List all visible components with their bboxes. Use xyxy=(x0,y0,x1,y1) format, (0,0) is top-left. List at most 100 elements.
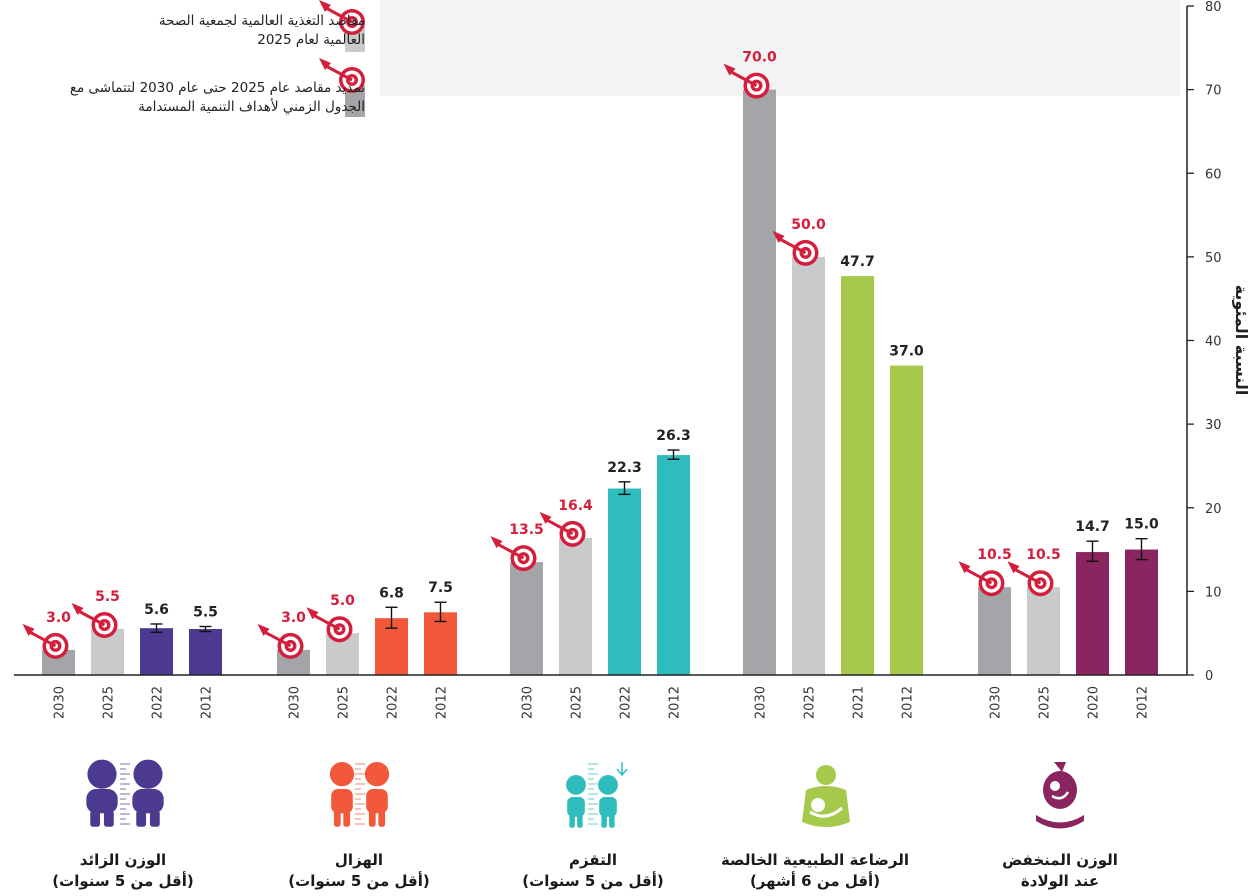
bar-value-label: 47.7 xyxy=(840,254,875,270)
overweight-children-icon xyxy=(86,759,164,827)
year-tick-label: 2025 xyxy=(102,686,117,719)
bar-target2025 xyxy=(559,537,592,675)
y-tick-label: 40 xyxy=(1205,335,1222,350)
year-tick-label: 2030 xyxy=(288,686,303,719)
bar-group-2: 2030 13.5 2025 16.4 2022 22.3 2012 26.3 xyxy=(490,428,691,719)
year-tick-label: 2025 xyxy=(803,686,818,719)
category-label-line1: الوزن المنخفض xyxy=(1002,851,1118,869)
legend-who-2025-label: مقاصد التغذية العالمية لجمعية الصحة العا… xyxy=(158,13,365,48)
year-tick-label: 2020 xyxy=(1087,686,1102,719)
target-value-label: 13.5 xyxy=(509,522,544,538)
target-value-label: 50.0 xyxy=(791,217,826,233)
bar-value-label: 7.5 xyxy=(428,580,453,596)
year-tick-label: 2022 xyxy=(619,686,634,719)
year-tick-label: 2030 xyxy=(521,686,536,719)
error-bar xyxy=(1086,540,1099,562)
bar-actual xyxy=(841,276,874,675)
error-bar xyxy=(199,625,212,633)
category-label-line1: التقزم xyxy=(568,851,618,869)
y-tick-label: 50 xyxy=(1205,251,1222,266)
year-tick-label: 2030 xyxy=(754,686,769,719)
category-label-line2: عند الولادة xyxy=(1020,872,1100,890)
bar-target2030 xyxy=(743,89,776,675)
year-tick-label: 2012 xyxy=(200,686,215,719)
bar-actual xyxy=(608,488,641,675)
wasting-children-icon xyxy=(329,762,390,827)
error-bar xyxy=(618,481,631,496)
target-icon xyxy=(958,561,1005,597)
bar-value-label: 15.0 xyxy=(1124,517,1159,533)
stunting-children-icon xyxy=(566,762,628,828)
bar-value-label: 5.6 xyxy=(144,602,169,618)
category-label-overweight: الوزن الزائد (أقل من 5 سنوات) xyxy=(18,850,228,892)
bar-value-label: 14.7 xyxy=(1075,519,1110,535)
y-tick-label: 10 xyxy=(1205,585,1222,600)
bar-target2030 xyxy=(510,562,543,675)
bar-group-3: 2030 70.0 2025 50.0 2021 47.7 2012 37.0 xyxy=(723,50,924,719)
target-icon xyxy=(772,230,819,266)
category-label-stunting: التقزم (أقل من 5 سنوات) xyxy=(488,850,698,892)
year-tick-label: 2025 xyxy=(570,686,585,719)
target-icon xyxy=(723,63,770,99)
error-bar xyxy=(150,623,163,634)
category-label-line1: الرضاعة الطبيعية الخالصة xyxy=(720,851,910,869)
error-bar xyxy=(1135,537,1148,561)
year-tick-label: 2012 xyxy=(435,686,450,719)
bar-actual xyxy=(1076,552,1109,675)
bar-actual xyxy=(189,629,222,675)
bar-group-4: 2030 10.5 2025 10.5 2020 14.7 2012 15.0 xyxy=(958,517,1159,719)
error-bar xyxy=(667,449,680,460)
error-bar xyxy=(434,601,447,623)
year-tick-label: 2012 xyxy=(1136,686,1151,719)
target-icon xyxy=(22,623,69,659)
y-tick-label: 0 xyxy=(1205,669,1213,684)
breastfeeding-icon xyxy=(802,765,850,827)
y-tick-label: 30 xyxy=(1205,418,1222,433)
bar-target2025 xyxy=(1027,587,1060,675)
bar-value-label: 37.0 xyxy=(889,344,924,360)
year-tick-label: 2030 xyxy=(989,686,1004,719)
year-tick-label: 2021 xyxy=(852,686,867,719)
target-value-label: 3.0 xyxy=(46,610,71,626)
year-tick-label: 2012 xyxy=(668,686,683,719)
year-tick-label: 2030 xyxy=(53,686,68,719)
target-icon xyxy=(490,536,537,572)
target-icon xyxy=(539,511,586,547)
y-axis-title: النسبة المئوية xyxy=(1232,285,1250,396)
bar-value-label: 5.5 xyxy=(193,604,218,620)
bar-target2030 xyxy=(978,587,1011,675)
category-label-line1: الوزن الزائد xyxy=(79,851,167,869)
y-tick-label: 80 xyxy=(1205,0,1222,15)
legend-who-2025: مقاصد التغذية العالمية لجمعية الصحة العا… xyxy=(130,12,365,50)
target-icon xyxy=(71,603,118,639)
low-birth-weight-icon xyxy=(1036,762,1084,829)
y-tick-label: 60 xyxy=(1205,167,1222,182)
year-tick-label: 2012 xyxy=(901,686,916,719)
legend-sdg-2030-label: تمديد مقاصد عام 2025 حتى عام 2030 لتتماش… xyxy=(69,80,365,115)
chart-backdrop xyxy=(380,0,1180,96)
bar-group-0: 2030 3.0 2025 5.5 2022 5.6 2012 5.5 xyxy=(22,589,222,719)
category-label-line2: (أقل من 6 أشهر) xyxy=(749,872,881,890)
year-tick-label: 2022 xyxy=(151,686,166,719)
error-bar xyxy=(385,606,398,629)
target-value-label: 10.5 xyxy=(977,547,1012,563)
bar-value-label: 26.3 xyxy=(656,428,691,444)
bar-actual xyxy=(1125,549,1158,675)
target-value-label: 5.5 xyxy=(95,589,120,605)
target-icon xyxy=(306,607,353,643)
target-value-label: 70.0 xyxy=(742,50,777,66)
target-value-label: 16.4 xyxy=(558,498,593,514)
category-label-breastfeeding: الرضاعة الطبيعية الخالصة (أقل من 6 أشهر) xyxy=(710,850,920,892)
legend-swatch-2030 xyxy=(345,87,365,117)
category-label-line2: (أقل من 5 سنوات) xyxy=(288,872,430,890)
year-tick-label: 2022 xyxy=(386,686,401,719)
y-tick-label: 70 xyxy=(1205,84,1222,99)
bar-value-label: 22.3 xyxy=(607,460,642,476)
legend-target-icon-2030 xyxy=(319,58,365,93)
category-label-wasting: الهزال (أقل من 5 سنوات) xyxy=(254,850,464,892)
bar-actual xyxy=(424,612,457,675)
legend-target-icon-2025 xyxy=(319,0,365,35)
year-tick-label: 2025 xyxy=(1038,686,1053,719)
bar-group-1: 2030 3.0 2025 5.0 2022 6.8 2012 7.5 xyxy=(257,580,457,719)
bar-actual xyxy=(657,455,690,675)
